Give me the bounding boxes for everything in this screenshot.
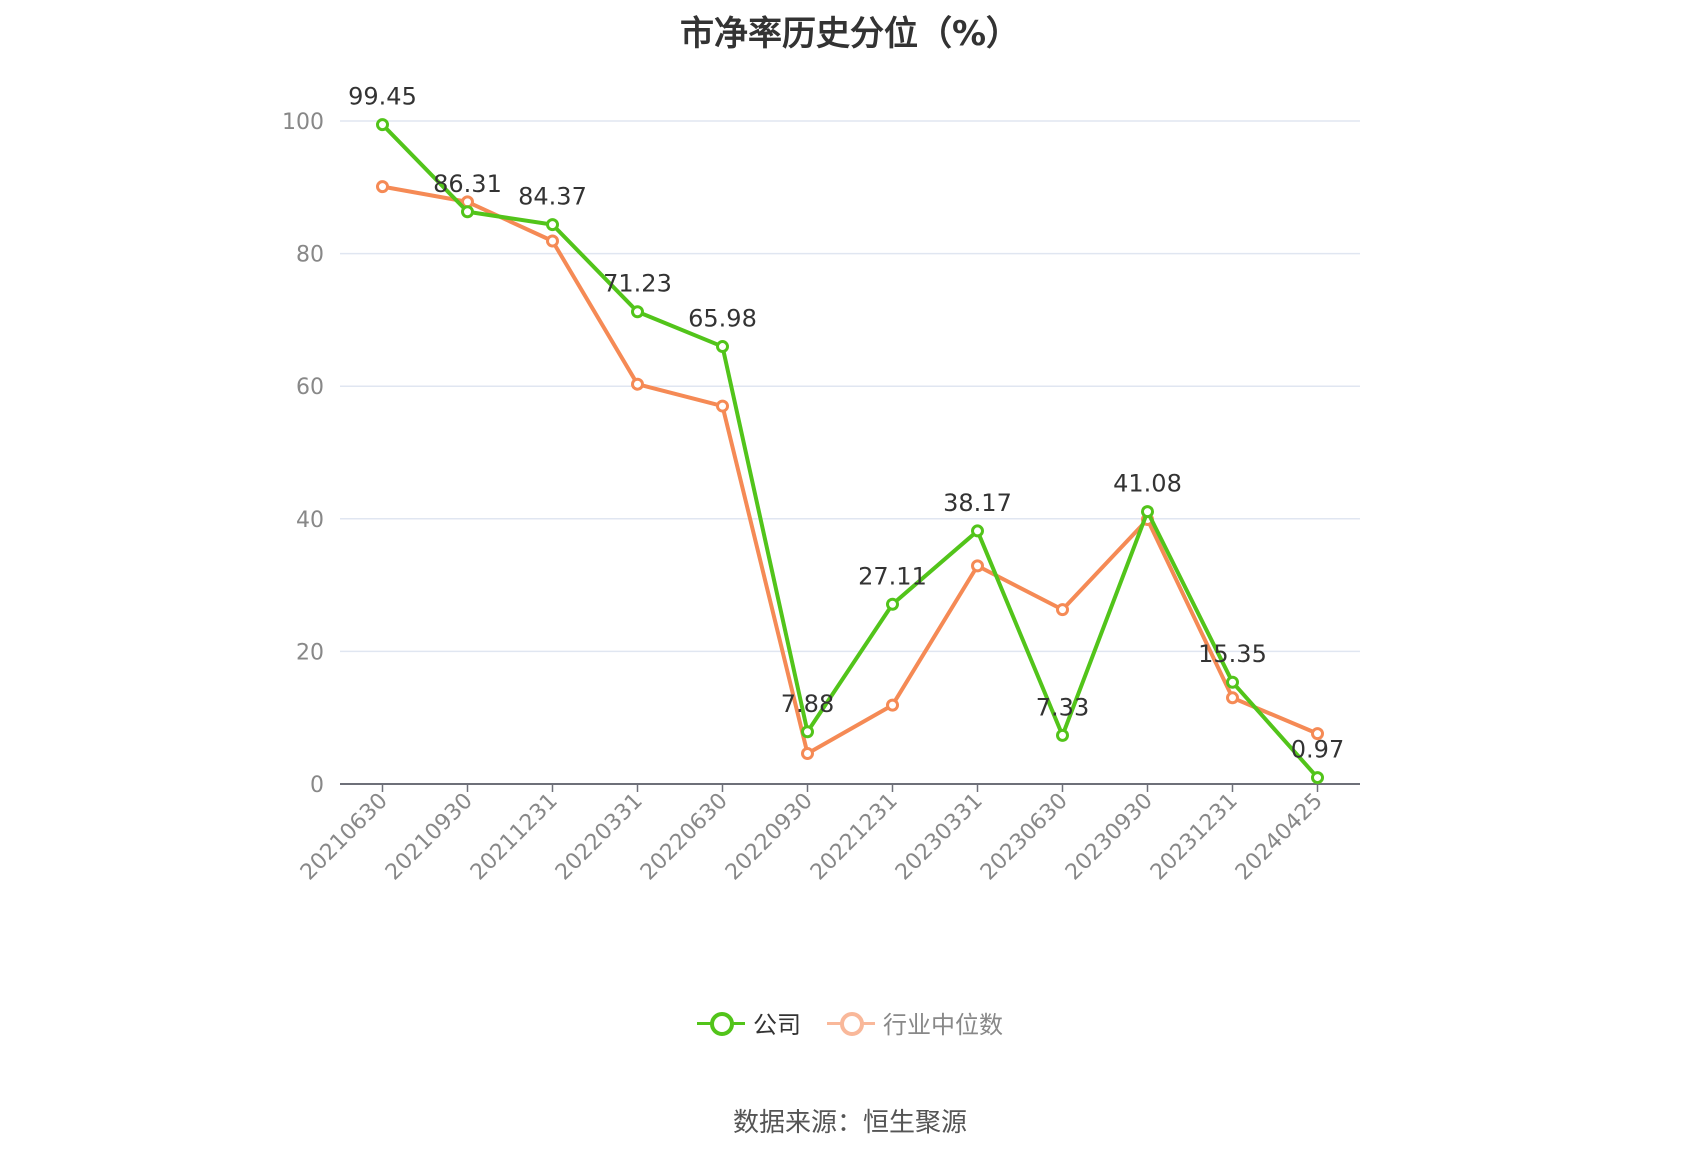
legend-label-company: 公司 [753, 1011, 801, 1039]
data-label: 84.37 [518, 183, 587, 211]
data-labels: 99.45 86.31 84.37 71.23 65.98 7.88 27.11 38.17 7… [348, 83, 1344, 764]
legend-swatch-industry [827, 1011, 875, 1036]
y-tick-label: 20 [296, 640, 324, 665]
y-axis-ticks: 0 20 40 60 80 100 [282, 110, 324, 798]
industry-series-line [382, 184, 1319, 756]
legend: 公司 行业中位数 [0, 1005, 1700, 1040]
company-point [1311, 771, 1324, 785]
company-point [1056, 728, 1069, 742]
industry-point [971, 559, 984, 573]
legend-swatch-company [697, 1011, 745, 1036]
x-tick-label: 20230331 [891, 789, 988, 886]
company-point [1141, 505, 1154, 519]
data-label: 0.97 [1291, 736, 1344, 764]
x-tick-label: 20221231 [806, 789, 903, 886]
data-label: 86.31 [433, 170, 502, 198]
y-tick-label: 40 [296, 508, 324, 533]
data-label: 27.11 [858, 562, 927, 590]
data-label: 99.45 [348, 83, 417, 111]
series-layer [376, 118, 1324, 785]
x-tick-label: 20230930 [1061, 789, 1158, 886]
data-label: 71.23 [603, 270, 672, 298]
legend-label-industry: 行业中位数 [883, 1011, 1003, 1039]
industry-point [376, 180, 389, 194]
x-tick-label: 20211231 [466, 789, 563, 886]
company-point [971, 524, 984, 538]
y-tick-label: 80 [296, 243, 324, 268]
data-label: 38.17 [943, 489, 1012, 517]
x-tick-label: 20230630 [976, 789, 1073, 886]
industry-point [886, 698, 899, 712]
company-point [546, 218, 559, 232]
chart-title: 市净率历史分位（%） [679, 14, 1021, 54]
industry-point [631, 377, 644, 391]
company-point [631, 305, 644, 319]
x-tick-label: 20231231 [1146, 789, 1243, 886]
y-tick-label: 60 [296, 375, 324, 400]
data-label: 41.08 [1113, 470, 1182, 498]
company-point [886, 597, 899, 611]
industry-point [1056, 603, 1069, 617]
company-point [461, 205, 474, 219]
data-label: 7.88 [781, 690, 834, 718]
x-tick-label: 20220331 [551, 789, 648, 886]
x-tick-label: 20210930 [381, 789, 478, 886]
company-point [1226, 675, 1239, 689]
industry-point [546, 234, 559, 248]
y-tick-label: 100 [282, 110, 324, 135]
legend-item-company[interactable]: 公司 [697, 1005, 801, 1040]
x-tick-label: 20210630 [296, 789, 393, 886]
data-source: 数据来源：恒生聚源 [732, 1108, 967, 1138]
x-tick-label: 20240425 [1231, 789, 1328, 886]
x-tick-label: 20220930 [721, 789, 818, 886]
x-axis: 2021063020210930202112312022033120220630… [296, 783, 1360, 886]
industry-point [801, 747, 814, 761]
industry-point [716, 399, 729, 413]
industry-point [1311, 727, 1324, 741]
y-tick-label: 0 [310, 773, 324, 798]
company-point [376, 118, 389, 132]
x-tick-label: 20220630 [636, 789, 733, 886]
company-point [716, 340, 729, 354]
data-label: 15.35 [1198, 640, 1267, 668]
data-label: 65.98 [688, 305, 757, 333]
industry-point [1226, 691, 1239, 705]
legend-item-industry[interactable]: 行业中位数 [827, 1005, 1003, 1040]
company-point [801, 725, 814, 739]
grid-lines [340, 120, 1360, 653]
company-series-line [381, 123, 1319, 779]
data-label: 7.33 [1036, 693, 1089, 721]
